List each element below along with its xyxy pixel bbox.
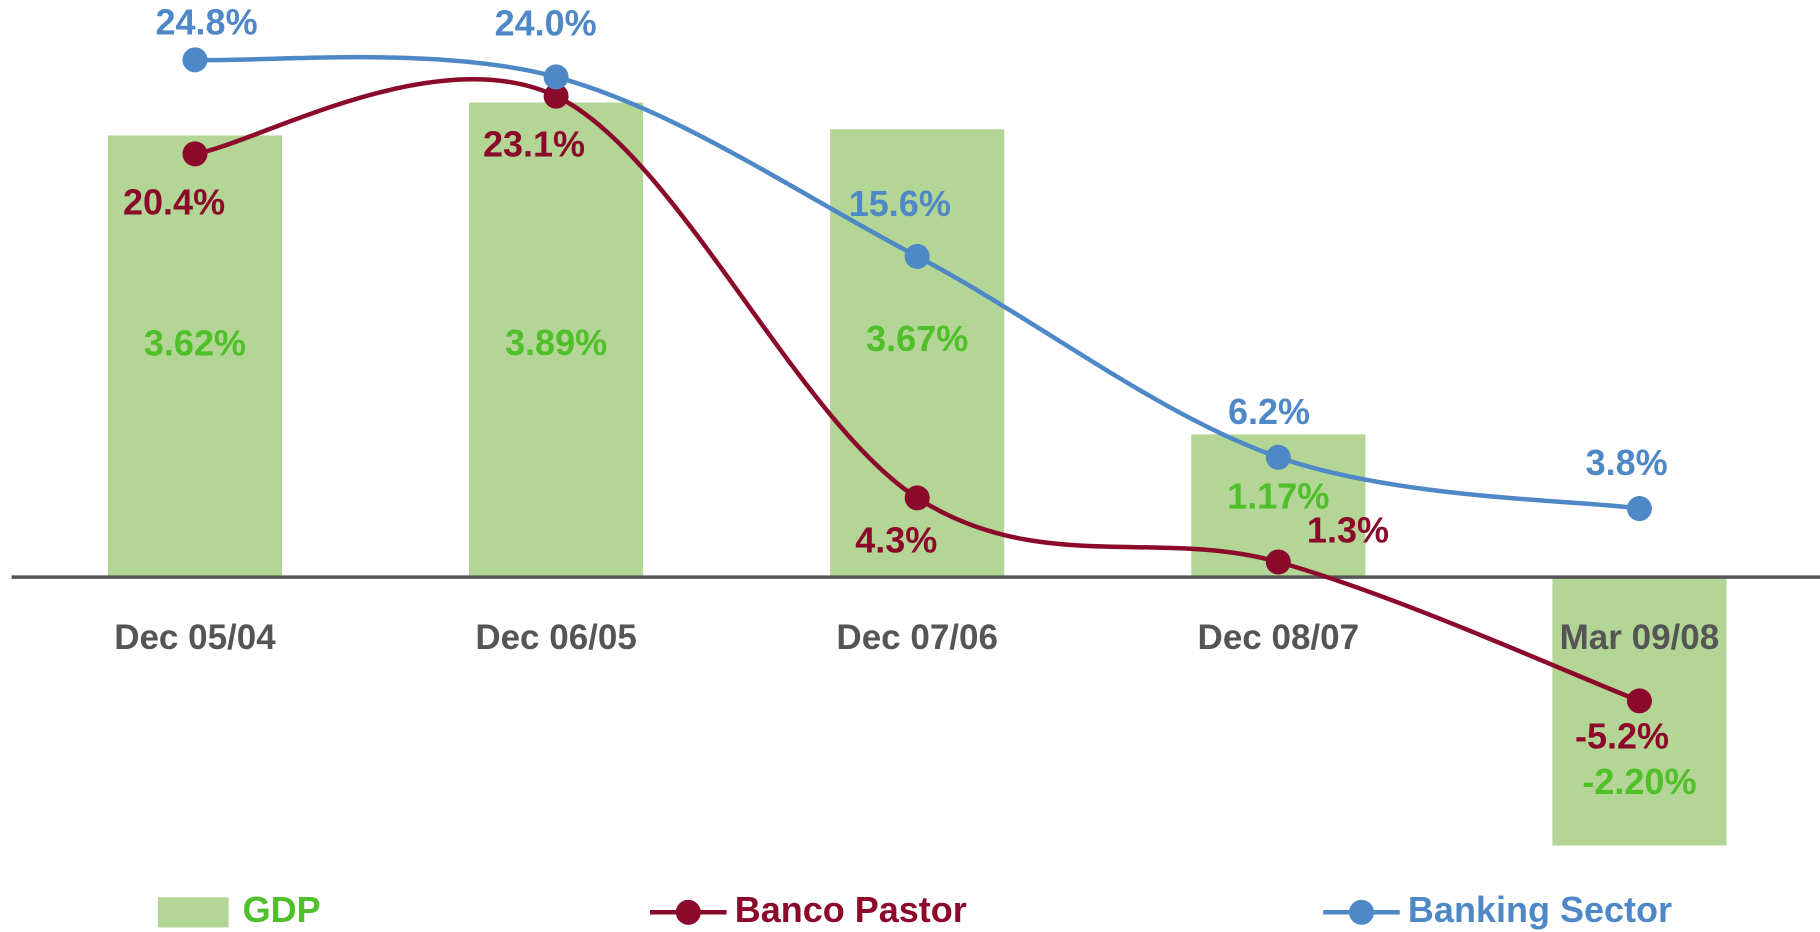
marker — [1265, 444, 1291, 470]
legend-swatch — [157, 897, 229, 928]
marker — [543, 64, 569, 90]
x-tick-label: Dec 05/04 — [114, 618, 276, 657]
marker — [904, 485, 930, 511]
bar — [469, 102, 644, 578]
marker — [543, 83, 569, 109]
legend-label: Banco Pastor — [735, 889, 967, 930]
legend-label: Banking Sector — [1408, 889, 1672, 930]
data-label: 15.6% — [849, 183, 951, 224]
data-label: 4.3% — [855, 520, 937, 561]
data-label: -5.2% — [1575, 716, 1669, 757]
data-label: 3.67% — [866, 318, 968, 359]
data-label: 24.8% — [156, 2, 258, 43]
marker — [182, 141, 208, 167]
x-tick-label: Dec 08/07 — [1198, 618, 1360, 657]
x-tick-label: Dec 06/05 — [475, 618, 637, 657]
data-label: 1.17% — [1227, 475, 1329, 516]
legend-label: GDP — [243, 889, 321, 930]
legend-marker — [1349, 899, 1375, 925]
legend-marker — [675, 899, 701, 925]
data-label: 23.1% — [483, 124, 585, 165]
data-label: 20.4% — [123, 181, 225, 222]
data-label: 6.2% — [1228, 391, 1310, 432]
x-tick-label: Mar 09/08 — [1560, 618, 1720, 657]
x-tick-label: Dec 07/06 — [836, 618, 998, 657]
line — [194, 77, 1641, 703]
marker — [1265, 549, 1291, 575]
marker — [1626, 688, 1652, 714]
marker — [904, 243, 930, 269]
bar — [107, 135, 283, 578]
data-label: 3.62% — [144, 322, 246, 363]
data-label: -2.20% — [1582, 761, 1696, 802]
data-label: 3.8% — [1586, 442, 1668, 483]
data-label: 3.89% — [505, 322, 607, 363]
marker — [1626, 496, 1652, 522]
marker — [182, 47, 208, 73]
data-label: 1.3% — [1307, 509, 1389, 550]
data-label: 24.0% — [495, 2, 597, 43]
